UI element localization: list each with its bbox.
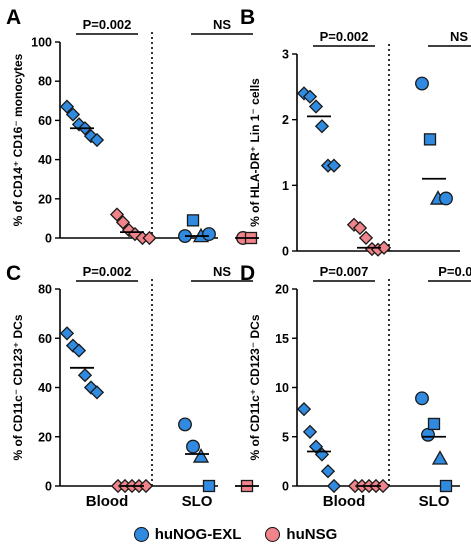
data-point-diamond [109,207,125,222]
panel-letter: C [6,262,21,285]
data-point-circle [178,417,192,432]
data-point-circle [421,427,435,442]
y-tick-label: 0 [45,480,52,494]
data-point-diamond [71,117,87,132]
data-point-diamond [376,240,392,255]
data-point-diamond [314,119,330,134]
data-point-square [427,417,441,431]
y-tick-label: 20 [275,283,289,297]
data-point-diamond [121,223,137,238]
data-point-square [186,214,200,227]
chart-panel-b: B 0 1 2 3 % of HLA-DR⁺ Lin 1⁻ cells P=0.002 NS [240,6,471,259]
data-point-circle [202,227,216,242]
data-point-circle [415,391,429,406]
y-tick-label: 40 [38,381,52,395]
significance-label: NS [213,17,231,32]
data-point-diamond [89,132,105,148]
significance-label: P=0.007 [320,264,369,279]
data-point-diamond [358,230,374,245]
y-tick-label: 0 [45,232,52,246]
data-point-diamond [59,326,75,341]
legend-item-husng: huNSG [265,526,337,543]
panel-letter: D [240,262,255,285]
legend-label: huNSG [286,525,338,543]
data-point-diamond [302,89,318,104]
chart-panel-c: C 0 20 40 60 80 % of CD11c⁻ CD123⁺ DCs P=0.002 N… [6,262,259,510]
y-tick-label: 60 [38,332,52,346]
chart-panel-d: D 0 5 10 15 20 % of CD11c⁺ CD123⁻ DCs P=0.007 P=… [240,262,471,510]
data-point-diamond [326,478,342,494]
data-point-square [439,479,453,493]
data-point-diamond [346,217,362,232]
y-axis-label: % of CD11c⁻ CD123⁺ DCs [11,314,25,460]
legend-item-hunog-exl: huNOG-EXL [133,525,242,543]
data-point-diamond [326,158,342,173]
y-axis-label: % of HLA-DR⁺ Lin 1⁻ cells [248,78,262,227]
significance-label: P=0.002 [83,17,132,32]
data-point-circle [186,439,200,454]
x-category-label: Blood [323,493,366,510]
y-axis-label: % of CD14⁺ CD16⁻ monocytes [11,53,25,226]
data-point-diamond [77,368,93,383]
data-point-diamond [302,424,318,439]
y-tick-label: 1 [282,179,289,193]
data-point-square [423,133,437,146]
data-point-diamond [296,402,312,417]
y-tick-label: 3 [282,48,289,62]
y-tick-label: 80 [38,75,52,89]
y-tick-label: 60 [38,114,52,128]
significance-label: P=0.002 [83,264,132,279]
y-tick-label: 0 [282,245,289,259]
data-point-diamond [308,439,324,454]
data-point-diamond [352,220,368,236]
y-tick-label: 0 [282,480,289,494]
significance-label: P=0.04 [438,264,471,279]
data-point-circle [439,191,453,206]
legend-circle-icon-hunog-exl [133,526,149,542]
y-tick-label: 10 [275,381,289,395]
significance-label: NS [450,29,468,44]
data-point-diamond [59,99,75,114]
x-category-label: SLO [419,493,450,510]
y-tick-label: 15 [275,332,289,346]
data-point-diamond [142,230,157,246]
y-tick-label: 20 [38,192,52,206]
y-axis-label: % of CD11c⁺ CD123⁻ DCs [248,314,262,460]
data-point-diamond [320,464,336,479]
data-point-diamond [71,343,87,358]
y-tick-label: 2 [282,113,289,127]
data-point-triangle [192,448,210,463]
panel-letter: B [240,6,255,29]
y-tick-label: 20 [38,430,52,444]
chart-panel-a: A 0 20 40 60 80 100 % of CD14⁺ CD16⁻ monocytes P… [6,6,259,246]
data-point-diamond [65,107,81,122]
legend: huNOG-EXL huNSG [0,522,471,546]
data-point-diamond [308,99,324,114]
x-category-label: SLO [182,493,213,510]
y-tick-label: 5 [282,430,289,444]
legend-circle-icon-husng [265,526,281,542]
y-tick-label: 80 [38,283,52,297]
y-tick-label: 100 [31,36,52,50]
y-tick-label: 40 [38,153,52,167]
significance-label: P=0.002 [320,29,369,44]
data-point-triangle [431,450,449,465]
data-point-square [202,479,216,493]
data-point-diamond [89,385,105,400]
panel-letter: A [6,6,21,29]
data-point-diamond [375,478,391,494]
data-point-diamond [138,478,154,494]
data-point-circle [415,76,429,91]
data-point-diamond [115,215,131,230]
significance-label: NS [213,264,231,279]
legend-label: huNOG-EXL [154,525,242,543]
x-category-label: Blood [86,493,129,510]
